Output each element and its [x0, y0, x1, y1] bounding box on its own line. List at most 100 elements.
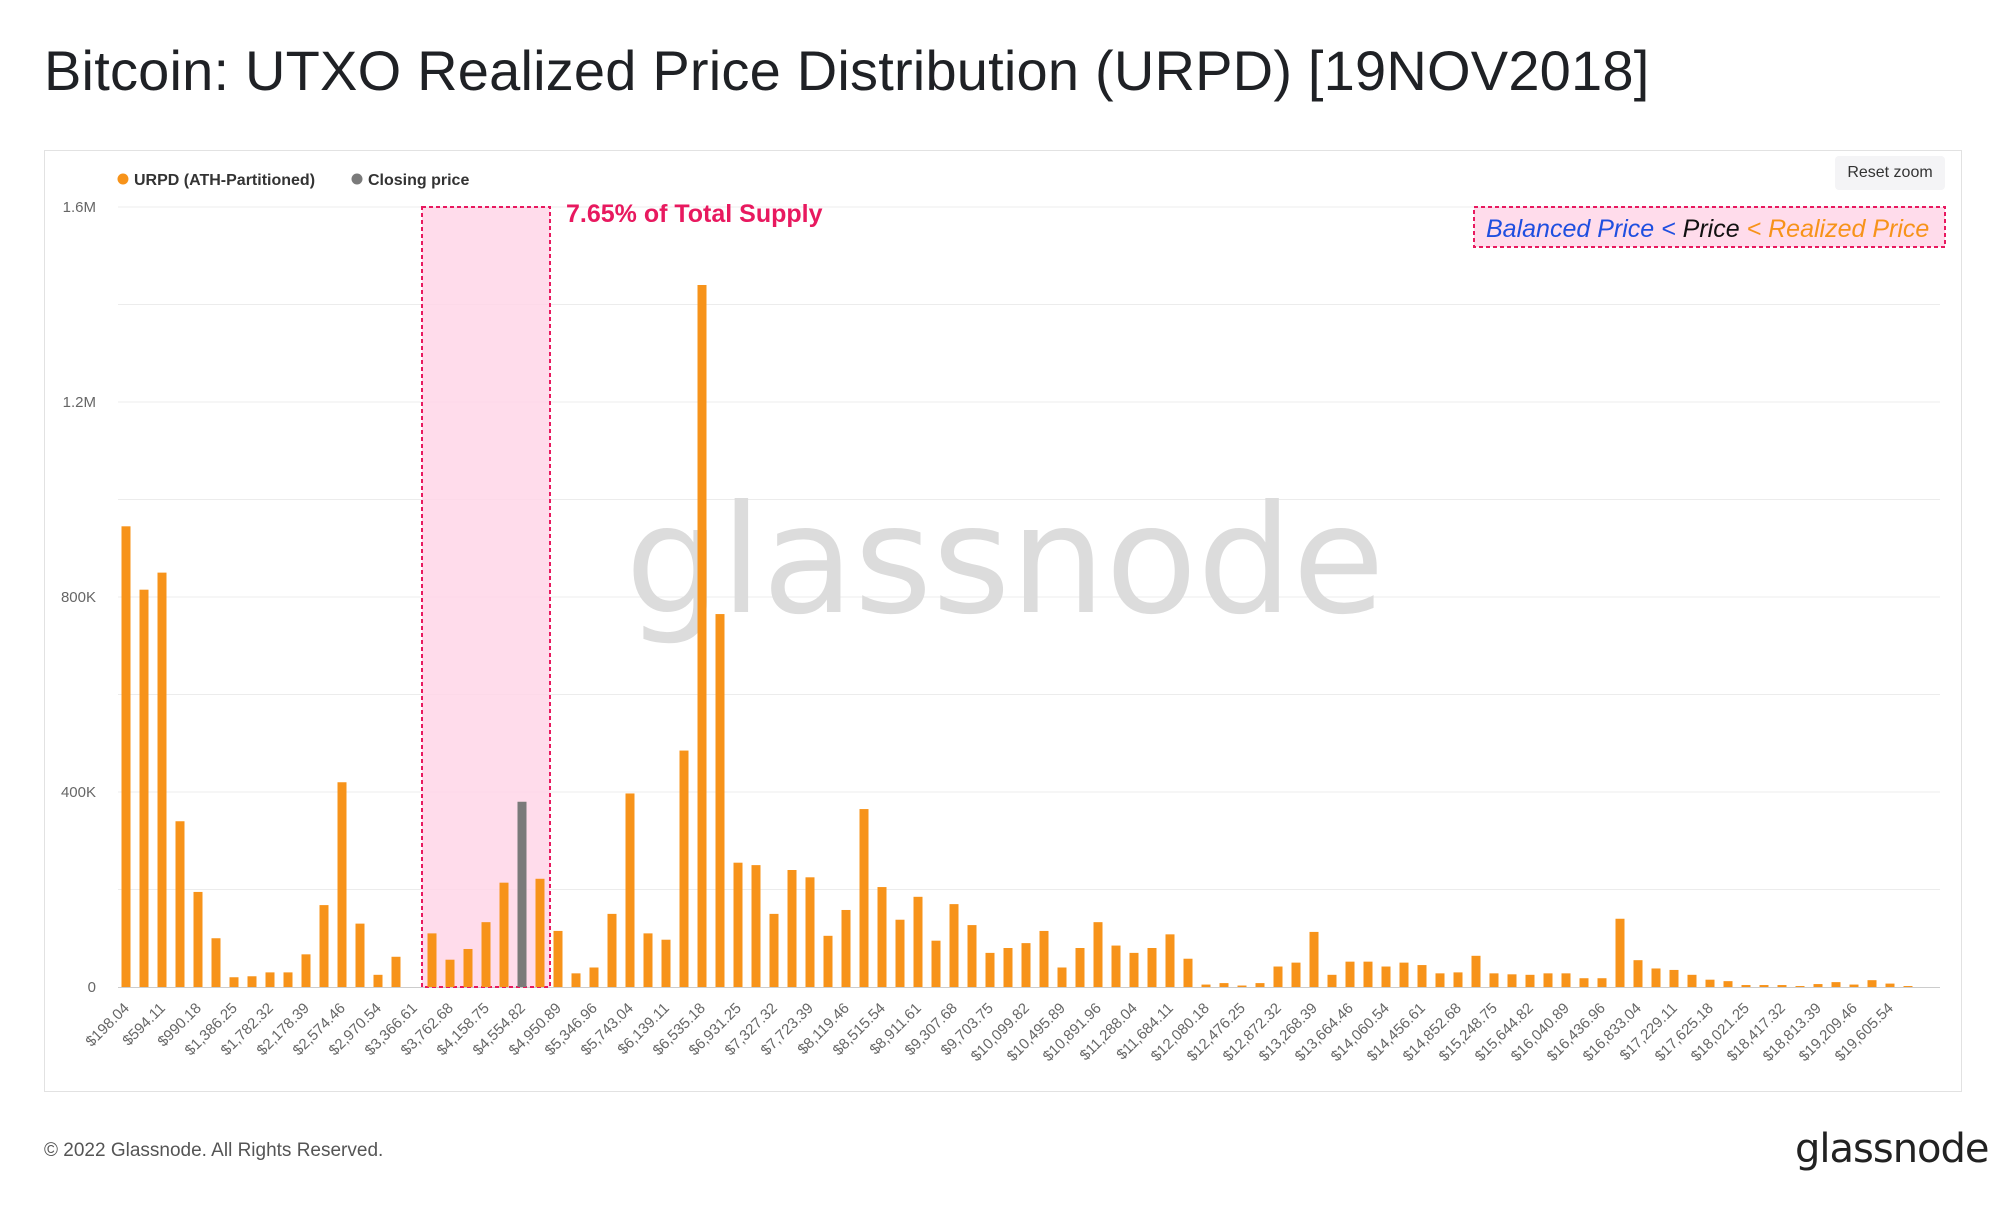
urpd-bar [1399, 962, 1409, 987]
urpd-bar [1759, 985, 1769, 987]
urpd-bar [1669, 969, 1679, 987]
urpd-bar [211, 938, 221, 987]
urpd-bar [1237, 985, 1247, 987]
urpd-bar [1201, 984, 1211, 987]
urpd-bar [1003, 948, 1013, 987]
urpd-bar [571, 973, 581, 987]
urpd-bar [1543, 973, 1553, 987]
urpd-bar [1633, 960, 1643, 987]
urpd-bar [1687, 974, 1697, 987]
urpd-bar [1435, 973, 1445, 987]
urpd-bar [841, 909, 851, 987]
urpd-bar [1255, 983, 1265, 987]
urpd-bar [949, 904, 959, 987]
urpd-bar [1381, 966, 1391, 987]
urpd-bar [1885, 983, 1895, 987]
urpd-bar [373, 974, 383, 987]
urpd-bar [1417, 965, 1427, 987]
bars [121, 285, 1913, 987]
urpd-bar [337, 782, 347, 987]
copyright-text: © 2022 Glassnode. All Rights Reserved. [44, 1140, 384, 1161]
urpd-bar [157, 572, 167, 987]
urpd-bar [1831, 982, 1841, 987]
urpd-bar [193, 891, 203, 987]
legend-label: URPD (ATH-Partitioned) [134, 172, 315, 189]
urpd-bar [1129, 952, 1139, 987]
reset-zoom-button[interactable]: Reset zoom [1835, 156, 1945, 190]
closing-price-bar [517, 801, 527, 987]
urpd-bar [607, 913, 617, 987]
legend-label: Closing price [368, 172, 469, 189]
urpd-bar [589, 967, 599, 987]
urpd-bar [895, 919, 905, 987]
urpd-bar [625, 793, 635, 987]
urpd-bar [1723, 981, 1733, 987]
urpd-bar [679, 750, 689, 987]
urpd-bar [1561, 973, 1571, 987]
urpd-bar [1363, 961, 1373, 987]
price-relation-text: Balanced Price < Price < Realized Price [1486, 215, 1929, 243]
urpd-bar [1741, 985, 1751, 987]
urpd-bar [1471, 955, 1481, 987]
price-relation-segment: Balanced Price [1486, 215, 1654, 243]
urpd-bar [661, 939, 671, 987]
legend: URPD (ATH-Partitioned) Closing price [117, 172, 469, 189]
urpd-bar [229, 977, 239, 987]
urpd-bar [985, 952, 995, 987]
y-tick-label: 1.6M [63, 199, 96, 216]
highlight-region [421, 206, 551, 988]
urpd-bar [1057, 967, 1067, 987]
urpd-bar [859, 809, 869, 987]
urpd-bar [1579, 978, 1589, 987]
legend-swatch [117, 173, 129, 185]
urpd-bar [967, 925, 977, 987]
urpd-bar [355, 923, 365, 987]
urpd-bar [733, 862, 743, 987]
urpd-bar [931, 940, 941, 987]
urpd-bar [1453, 972, 1463, 987]
urpd-bar [1273, 966, 1283, 987]
urpd-bar [1795, 986, 1805, 987]
urpd-bar [697, 285, 707, 987]
urpd-bar [1867, 980, 1877, 987]
urpd-bar [1597, 978, 1607, 987]
urpd-bar [553, 930, 563, 987]
urpd-bar [1849, 984, 1859, 987]
urpd-bar [1777, 985, 1787, 987]
urpd-bar [1165, 934, 1175, 987]
urpd-bar [139, 589, 149, 987]
price-relation-segment: < Realized Price [1740, 215, 1930, 243]
urpd-bar [463, 948, 473, 987]
legend-swatch [351, 173, 363, 185]
supply-annotation: 7.65% of Total Supply [566, 200, 823, 228]
urpd-bar [1903, 986, 1913, 987]
urpd-bar [823, 935, 833, 987]
urpd-bar [283, 972, 293, 987]
urpd-bar [877, 887, 887, 987]
urpd-bar [1651, 968, 1661, 987]
urpd-bar [1021, 943, 1031, 987]
urpd-bar [1039, 930, 1049, 987]
y-tick-label: 1.2M [63, 394, 96, 411]
urpd-bar [1219, 983, 1229, 987]
urpd-bar [1093, 922, 1103, 987]
urpd-bar [499, 882, 509, 987]
price-relation-segment: < [1654, 215, 1683, 243]
price-relation-box [1473, 206, 1946, 248]
urpd-bar [319, 905, 329, 987]
urpd-bar [535, 878, 545, 987]
urpd-bar [481, 922, 491, 987]
urpd-bar [1489, 973, 1499, 987]
urpd-bar [1327, 974, 1337, 987]
urpd-bar [1705, 979, 1715, 987]
glassnode-logo: glassnode [1795, 1126, 1990, 1172]
urpd-bar [427, 933, 437, 987]
watermark: glassnode [625, 474, 1384, 648]
y-axis: 0 400K 800K 1.2M 1.6M [61, 199, 96, 996]
urpd-bar [121, 526, 131, 987]
urpd-bar [769, 913, 779, 987]
urpd-bar [715, 614, 725, 987]
urpd-bar [1111, 945, 1121, 987]
urpd-bar [1507, 974, 1517, 987]
